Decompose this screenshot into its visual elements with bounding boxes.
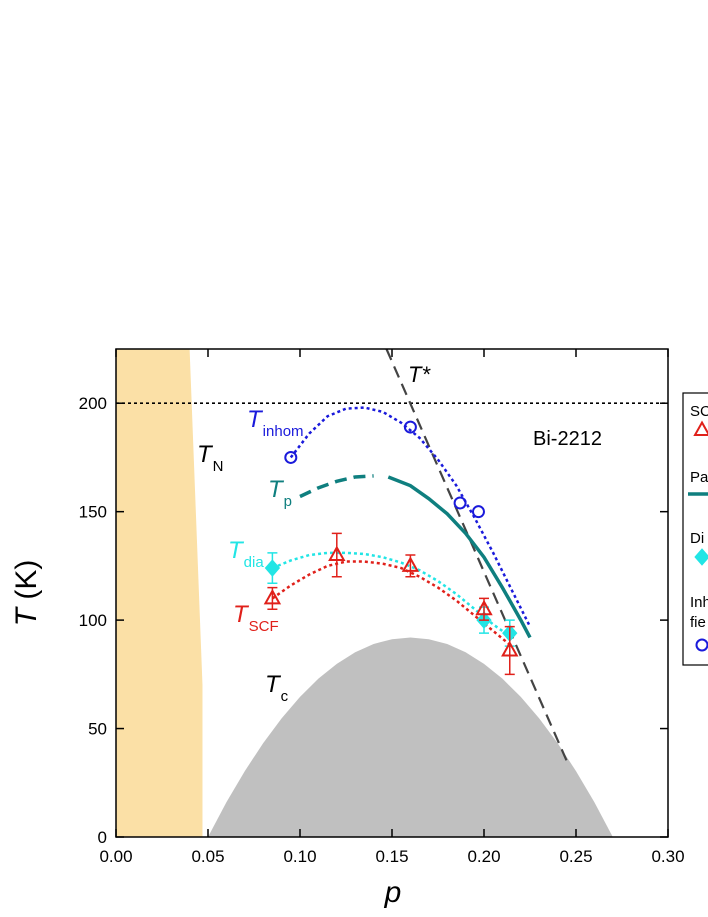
diamond-marker xyxy=(264,559,281,577)
triangle-marker xyxy=(263,588,282,605)
annotation: Tp xyxy=(268,476,292,510)
y-tick-label: 50 xyxy=(88,720,107,739)
annotation-text: T xyxy=(247,406,264,433)
y-tick-label: 150 xyxy=(79,503,107,522)
legend-label: fie xyxy=(690,614,706,631)
annotation-sub: p xyxy=(284,493,292,510)
legend-box xyxy=(682,392,708,666)
annotation: T* xyxy=(408,362,431,387)
annotation: TSCF xyxy=(233,601,279,635)
annotation: TN xyxy=(197,441,224,475)
annotation-text: Bi-2212 xyxy=(533,428,602,450)
axes: 0.00 0.05 0.10 0.15 0.20 0.25 0.30 0 50 100 150 200 xyxy=(79,349,685,866)
area xyxy=(116,349,203,837)
x-axis-label: p xyxy=(384,876,402,909)
annotation-text: T xyxy=(233,601,250,628)
curve xyxy=(271,560,513,648)
triangle-marker xyxy=(401,556,420,572)
curve xyxy=(299,474,374,499)
annotation-sub: SCF xyxy=(249,618,279,635)
annotation-text: T xyxy=(268,476,285,503)
y-tick-label: 100 xyxy=(79,611,107,630)
x-tick-label: 0.05 xyxy=(191,847,224,866)
error-bar xyxy=(331,532,342,578)
legend-label: Di xyxy=(690,530,704,547)
curve xyxy=(387,475,532,639)
legend-label: SC xyxy=(690,403,708,420)
annotation-text: T xyxy=(265,671,282,698)
triangle-marker xyxy=(501,640,519,657)
plot-area xyxy=(116,349,668,837)
x-tick-label: 0.25 xyxy=(559,847,592,866)
curve xyxy=(289,406,532,628)
circle-marker xyxy=(284,450,298,464)
annotation: Tdia xyxy=(228,537,264,571)
error-bar xyxy=(504,625,515,676)
circle-marker xyxy=(403,420,417,434)
area xyxy=(208,637,613,837)
y-axis-unit: (K) xyxy=(10,560,43,600)
x-tick-label: 0.00 xyxy=(99,847,132,866)
legend: SC Pa Di Inh fie xyxy=(682,392,708,666)
annotation-sub: inhom xyxy=(263,423,304,440)
y-tick-label: 0 xyxy=(98,828,107,847)
circle-marker xyxy=(471,505,485,519)
annotation-sub: c xyxy=(281,688,289,705)
annotation-text: T* xyxy=(408,362,431,387)
triangle-marker xyxy=(693,420,708,436)
x-tick-label: 0.30 xyxy=(651,847,684,866)
annotation-sub: N xyxy=(213,458,224,475)
annotation: Bi-2212 xyxy=(533,428,602,450)
x-tick-label: 0.20 xyxy=(467,847,500,866)
annotation-text: T xyxy=(197,441,214,468)
y-tick-label: 200 xyxy=(79,394,107,413)
annotation-sub: dia xyxy=(244,554,265,571)
diamond-marker xyxy=(694,548,708,566)
legend-label: Inh xyxy=(690,594,708,611)
annotation-text: T xyxy=(228,537,245,564)
y-axis-symbol: T xyxy=(10,605,43,626)
x-tick-label: 0.15 xyxy=(375,847,408,866)
annotation: Tinhom xyxy=(247,406,304,440)
annotation: Tc xyxy=(265,671,289,705)
triangle-marker xyxy=(475,599,493,616)
circle-marker xyxy=(453,496,467,510)
curve xyxy=(271,551,513,639)
legend-label: Pa xyxy=(690,469,708,486)
triangle-marker xyxy=(328,545,346,562)
y-axis-label: T (K) xyxy=(10,560,43,627)
x-tick-label: 0.10 xyxy=(283,847,316,866)
